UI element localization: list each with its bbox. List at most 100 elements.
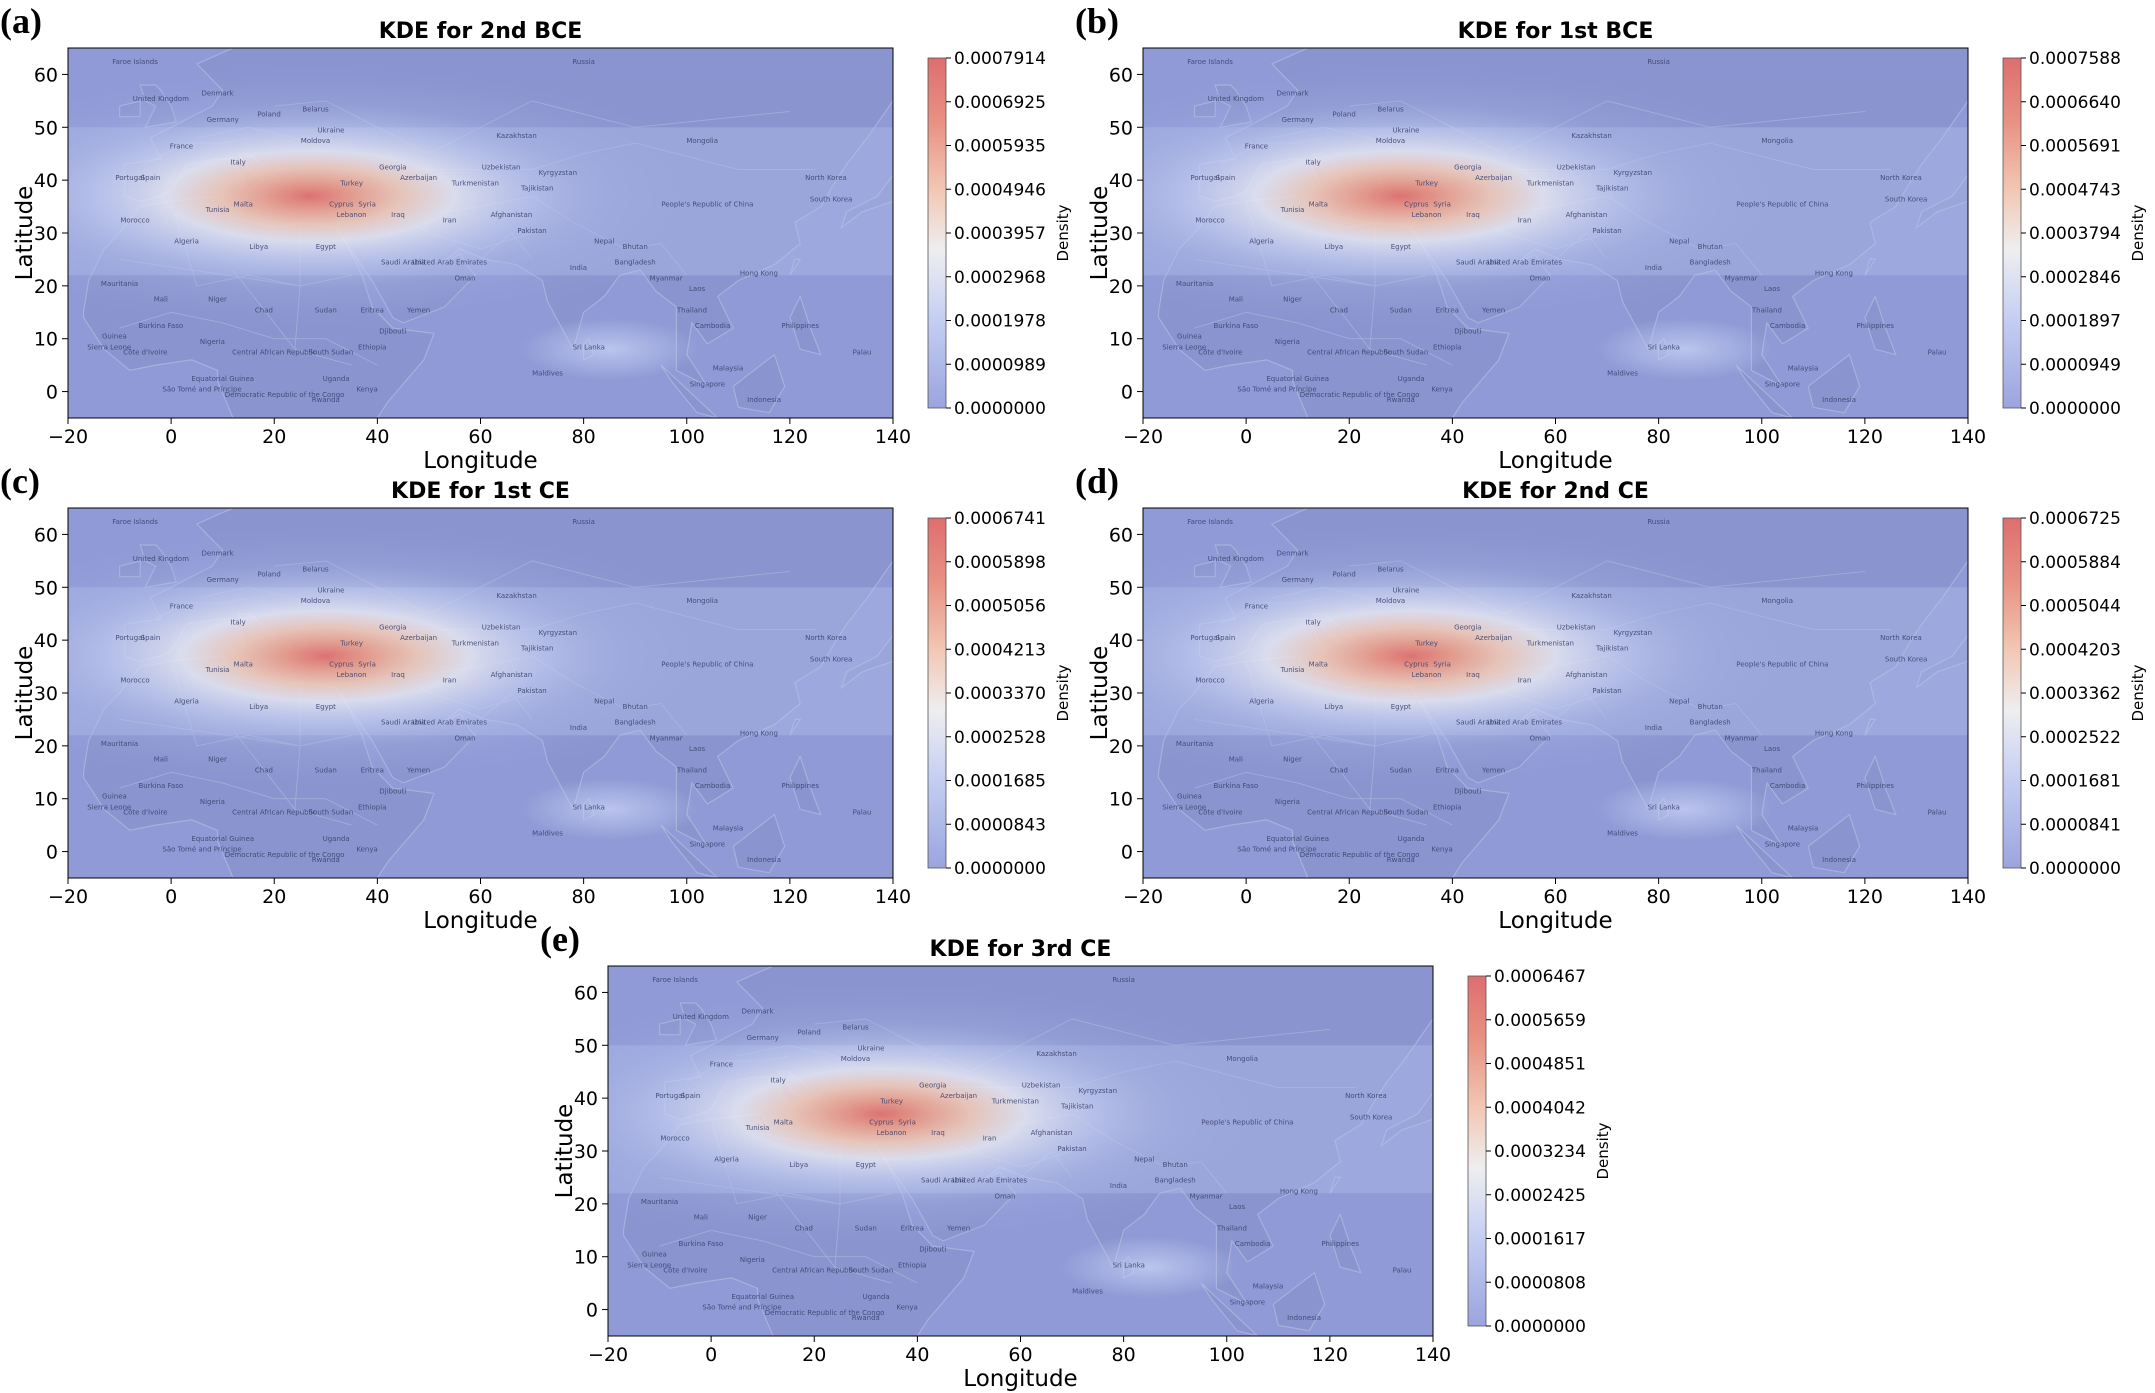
map-label: Sierra Leone bbox=[1162, 803, 1206, 811]
map-label: Poland bbox=[1332, 571, 1355, 579]
map-label: Faroe Islands bbox=[112, 58, 158, 66]
map-label: Lebanon bbox=[1412, 671, 1442, 679]
map-label: Belarus bbox=[302, 565, 329, 573]
map-label: Rwanda bbox=[312, 396, 340, 404]
map-label: Portugal bbox=[1190, 634, 1219, 642]
colorbar-tick-label: 0.0004213 bbox=[954, 640, 1046, 660]
map-label: Singapore bbox=[690, 380, 725, 388]
map-label: Central African Republic bbox=[232, 809, 316, 817]
map-label: Burkina Faso bbox=[678, 1240, 723, 1248]
map-label: Egypt bbox=[1391, 703, 1411, 711]
map-label: Ethiopia bbox=[1433, 343, 1462, 351]
map-label: Belarus bbox=[842, 1023, 869, 1031]
map-label: Chad bbox=[255, 766, 273, 774]
map-label: Georgia bbox=[1454, 624, 1481, 632]
map-label: Singapore bbox=[1765, 380, 1800, 388]
map-label: Djibouti bbox=[1454, 327, 1481, 335]
map-label: Malaysia bbox=[1788, 364, 1819, 372]
colorbar-tick-label: 0.0002528 bbox=[954, 728, 1046, 748]
map-label: Spain bbox=[141, 634, 161, 642]
y-tick-label: 10 bbox=[34, 329, 58, 351]
colorbar-tick-label: 0.0005884 bbox=[2029, 553, 2121, 573]
colorbar-tick-label: 0.0001685 bbox=[954, 772, 1046, 792]
colorbar-tick-label: 0.0004946 bbox=[954, 180, 1046, 200]
map-label: United Kingdom bbox=[133, 555, 189, 563]
colorbar-tick-label: 0.0006741 bbox=[954, 509, 1046, 529]
y-axis-label: Latitude bbox=[12, 646, 38, 741]
x-tick-label: 40 bbox=[365, 426, 389, 448]
x-tick-label: 140 bbox=[875, 886, 911, 908]
map-label: Singapore bbox=[1230, 1298, 1265, 1306]
map-label: Malaysia bbox=[713, 824, 744, 832]
map-label: Uzbekistan bbox=[1022, 1082, 1061, 1090]
map-label: Italy bbox=[1306, 618, 1321, 626]
map-label: Kenya bbox=[356, 846, 377, 854]
colorbar-tick-label: 0.0001978 bbox=[954, 312, 1046, 332]
map-label: Kazakhstan bbox=[1571, 132, 1611, 140]
map-label: Philippines bbox=[781, 322, 819, 330]
map-label: Moldova bbox=[1376, 597, 1405, 605]
map-label: Equatorial Guinea bbox=[191, 375, 254, 383]
map-label: Maldives bbox=[1607, 830, 1638, 838]
map-label: Eritrea bbox=[1436, 766, 1459, 774]
map-label: Denmark bbox=[1276, 90, 1309, 98]
map-label: Azerbaijan bbox=[940, 1092, 977, 1100]
colorbar-label: Density bbox=[1054, 204, 1072, 261]
map-label: India bbox=[570, 724, 587, 732]
map-label: People's Republic of China bbox=[661, 201, 753, 209]
map-label: Rwanda bbox=[852, 1314, 880, 1322]
map-label: South Sudan bbox=[309, 809, 354, 817]
map-label: Central African Republic bbox=[1307, 809, 1391, 817]
map-label: Bhutan bbox=[623, 243, 648, 251]
x-tick-label: 60 bbox=[1543, 886, 1567, 908]
map-label: Ethiopia bbox=[358, 343, 387, 351]
map-label: Tajikistan bbox=[520, 645, 553, 653]
map-label: Egypt bbox=[1391, 243, 1411, 251]
y-tick-label: 10 bbox=[34, 789, 58, 811]
map-label: Algeria bbox=[174, 698, 199, 706]
map-label: Poland bbox=[257, 111, 280, 119]
panel-c: Faroe Islands Russia United Kingdom Denmark… bbox=[0, 460, 1075, 934]
map-label: Malaysia bbox=[1253, 1282, 1284, 1290]
map-label: India bbox=[1110, 1182, 1127, 1190]
map-label: Maldives bbox=[532, 830, 563, 838]
map-label: Germany bbox=[747, 1034, 779, 1042]
colorbar-tick-label: 0.0005044 bbox=[2029, 597, 2121, 617]
map-label: Thailand bbox=[1216, 1224, 1247, 1232]
map-label: Eritrea bbox=[361, 306, 384, 314]
map-label: Italy bbox=[1306, 158, 1321, 166]
map-label: Russia bbox=[1647, 58, 1670, 66]
chart-title: KDE for 2nd BCE bbox=[379, 19, 583, 44]
map-label: Denmark bbox=[1276, 550, 1309, 558]
map-label: South Korea bbox=[1885, 195, 1927, 203]
map-label: Morocco bbox=[120, 216, 149, 224]
map-label: Spain bbox=[681, 1092, 701, 1100]
map-label: Belarus bbox=[302, 105, 329, 113]
map-label: Libya bbox=[1324, 703, 1343, 711]
map-label: Lebanon bbox=[877, 1129, 907, 1137]
map-label: Algeria bbox=[714, 1156, 739, 1164]
map-label: Oman bbox=[455, 275, 476, 283]
map-label: Algeria bbox=[174, 238, 199, 246]
map-label: Syria bbox=[1433, 201, 1451, 209]
map-label: Moldova bbox=[301, 597, 330, 605]
colorbar-tick-label: 0.0003794 bbox=[2029, 224, 2121, 244]
map-label: Morocco bbox=[120, 676, 149, 684]
y-tick-label: 60 bbox=[574, 982, 598, 1004]
map-label: Cambodia bbox=[1770, 782, 1805, 790]
map-label: Equatorial Guinea bbox=[1266, 835, 1329, 843]
map-label: Ethiopia bbox=[358, 803, 387, 811]
colorbar-tick-label: 0.0002846 bbox=[2029, 268, 2121, 288]
map-label: Uganda bbox=[323, 835, 350, 843]
map-label: Iran bbox=[983, 1134, 997, 1142]
map-label: Chad bbox=[1330, 306, 1348, 314]
map-label: Syria bbox=[358, 661, 376, 669]
map-label: Palau bbox=[1928, 809, 1947, 817]
map-label: São Tomé and Príncipe bbox=[162, 846, 241, 854]
map-label: Iraq bbox=[931, 1129, 945, 1137]
map-label: Kazakhstan bbox=[496, 132, 536, 140]
colorbar-tick-label: 0.0005898 bbox=[954, 553, 1046, 573]
map-label: Thailand bbox=[1751, 766, 1782, 774]
map-label: Indonesia bbox=[1822, 856, 1856, 864]
y-axis-label: Latitude bbox=[1087, 186, 1113, 281]
